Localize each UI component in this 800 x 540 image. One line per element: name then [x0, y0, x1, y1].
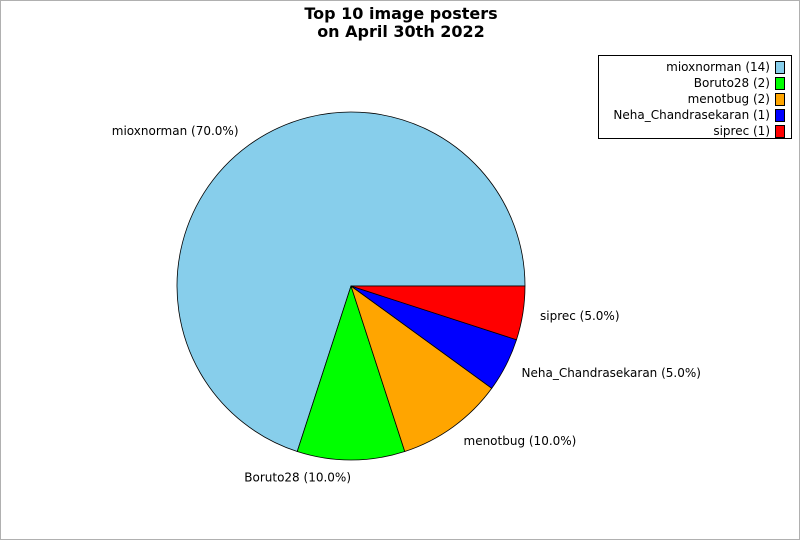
chart-title-line-1: Top 10 image posters [304, 4, 497, 23]
legend-swatch [775, 92, 785, 106]
legend-swatch [775, 76, 785, 90]
legend-label: Boruto28 (2) [693, 76, 770, 90]
legend-label: Neha_Chandrasekaran (1) [613, 108, 770, 122]
legend-entry: mioxnorman (14) [599, 59, 785, 75]
legend-entry: menotbug (2) [599, 91, 785, 107]
pie-slice-menotbug [350, 285, 493, 452]
slice-label-menotbug: menotbug (10.0%) [464, 434, 577, 448]
slice-label-mioxnorman: mioxnorman (70.0%) [112, 124, 239, 138]
legend-swatch [775, 124, 785, 138]
legend-label: mioxnorman (14) [666, 60, 770, 74]
slice-labels: mioxnorman (70.0%) Boruto28 (10.0%) menotb… [112, 124, 701, 484]
pie-slice-siprec [350, 285, 526, 341]
legend-label: menotbug (2) [687, 92, 770, 106]
pie-slices [176, 111, 526, 461]
legend-swatch [775, 60, 785, 74]
pie-slice-mioxnorman [176, 111, 526, 452]
legend-label: siprec (1) [713, 124, 770, 138]
slice-label-neha-chandrasekaran: Neha_Chandrasekaran (5.0%) [522, 366, 701, 380]
legend-entry: Neha_Chandrasekaran (1) [599, 107, 785, 123]
chart-legend: mioxnorman (14) Boruto28 (2) menotbug (2… [598, 55, 792, 139]
slice-label-boruto28: Boruto28 (10.0%) [244, 470, 351, 484]
legend-entry: siprec (1) [599, 123, 785, 139]
pie-slice-boruto28 [296, 285, 406, 461]
legend-swatch [775, 108, 785, 122]
slice-label-siprec: siprec (5.0%) [540, 309, 620, 323]
legend-entry: Boruto28 (2) [599, 75, 785, 91]
chart-title-line-2: on April 30th 2022 [317, 22, 485, 41]
